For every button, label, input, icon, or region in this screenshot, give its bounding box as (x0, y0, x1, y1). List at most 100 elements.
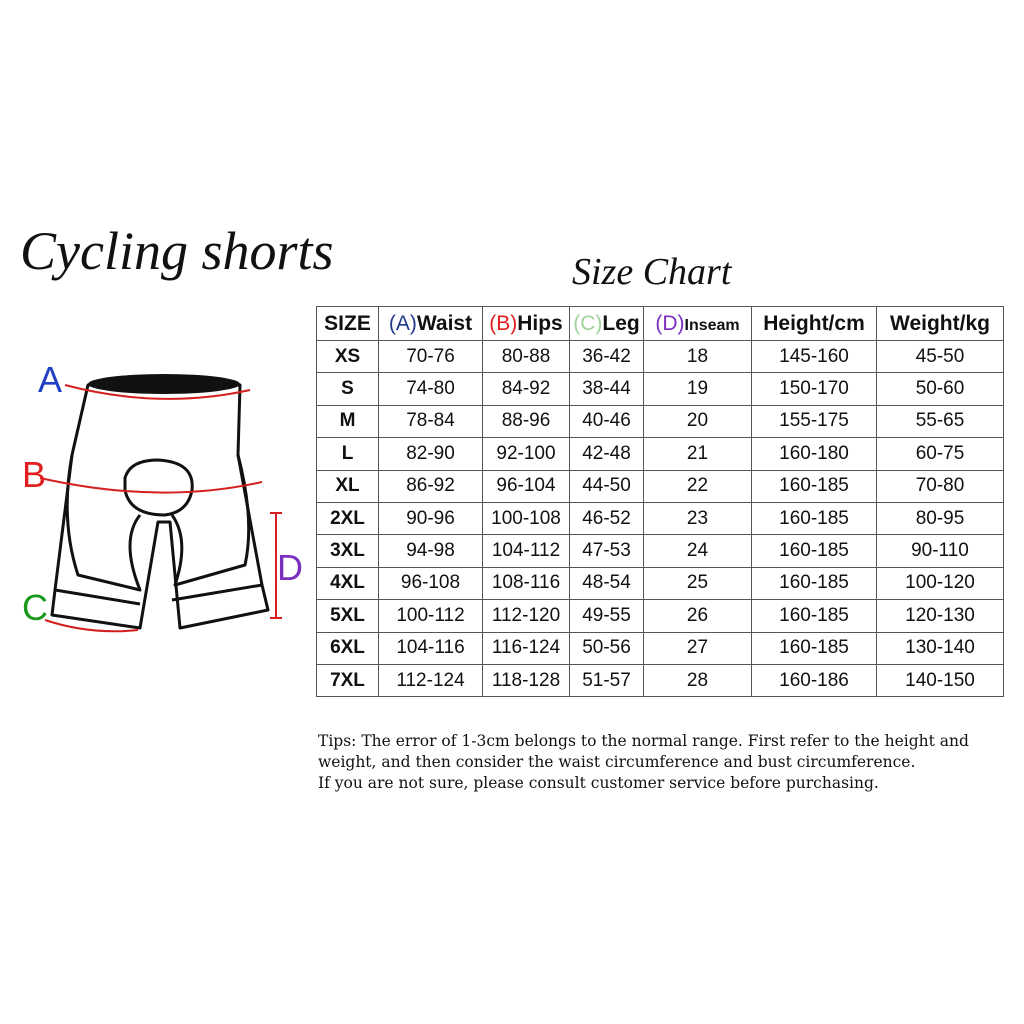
size-cell: S (316, 372, 379, 406)
value-cell: 96-104 (482, 469, 570, 503)
value-cell: 155-175 (751, 404, 877, 439)
table-header-row: SIZE (A)Waist (B)Hips (C)Leg (D)Inseam Height… (316, 306, 1004, 341)
column-label: Hips (517, 311, 563, 335)
value-cell: 90-110 (876, 534, 1004, 568)
size-cell: 3XL (316, 534, 379, 568)
value-cell: 96-108 (378, 566, 483, 601)
value-cell: 145-160 (751, 339, 877, 374)
size-cell: 7XL (316, 663, 379, 698)
column-prefix: (A) (388, 311, 417, 335)
value-cell: 44-50 (569, 469, 644, 503)
value-cell: 78-84 (378, 404, 483, 439)
table-row: 5XL 100-112 112-120 49-55 26 160-185 120-130 (316, 599, 1004, 633)
tips-line: Tips: The error of 1-3cm belongs to the … (318, 732, 969, 750)
value-cell: 80-95 (876, 501, 1004, 536)
value-cell: 50-60 (876, 372, 1004, 406)
table-row: M 78-84 88-96 40-46 20 155-175 55-65 (316, 404, 1004, 439)
value-cell: 21 (643, 437, 752, 471)
table-row: 2XL 90-96 100-108 46-52 23 160-185 80-95 (316, 501, 1004, 536)
column-header: Weight/kg (876, 306, 1004, 341)
size-cell: L (316, 437, 379, 471)
column-label: Inseam (684, 316, 740, 334)
value-cell: 45-50 (876, 339, 1004, 374)
value-cell: 18 (643, 339, 752, 374)
value-cell: 112-124 (378, 663, 483, 698)
value-cell: 23 (643, 501, 752, 536)
value-cell: 100-112 (378, 599, 483, 633)
value-cell: 82-90 (378, 437, 483, 471)
size-table: SIZE (A)Waist (B)Hips (C)Leg (D)Inseam Height… (316, 306, 1004, 698)
table-row: L 82-90 92-100 42-48 21 160-180 60-75 (316, 437, 1004, 471)
size-cell: 2XL (316, 501, 379, 536)
table-row: 7XL 112-124 118-128 51-57 28 160-186 140-150 (316, 663, 1004, 698)
value-cell: 160-185 (751, 599, 877, 633)
value-cell: 47-53 (569, 534, 644, 568)
value-cell: 70-80 (876, 469, 1004, 503)
tips-line: weight, and then consider the waist circ… (318, 753, 916, 771)
value-cell: 104-116 (378, 631, 483, 665)
column-header: (B)Hips (482, 306, 570, 341)
column-prefix: (C) (573, 311, 603, 335)
value-cell: 28 (643, 663, 752, 698)
size-cell: 4XL (316, 566, 379, 601)
value-cell: 116-124 (482, 631, 570, 665)
table-row: XS 70-76 80-88 36-42 18 145-160 45-50 (316, 339, 1004, 374)
value-cell: 80-88 (482, 339, 570, 374)
value-cell: 74-80 (378, 372, 483, 406)
page-title: Cycling shorts (20, 221, 334, 281)
column-label: Waist (416, 311, 473, 335)
column-header: (A)Waist (378, 306, 483, 341)
value-cell: 90-96 (378, 501, 483, 536)
value-cell: 48-54 (569, 566, 644, 601)
column-header: Height/cm (751, 306, 877, 341)
value-cell: 38-44 (569, 372, 644, 406)
label-b: B (22, 454, 46, 495)
table-row: 4XL 96-108 108-116 48-54 25 160-185 100-120 (316, 566, 1004, 601)
value-cell: 40-46 (569, 404, 644, 439)
value-cell: 60-75 (876, 437, 1004, 471)
table-row: 3XL 94-98 104-112 47-53 24 160-185 90-110 (316, 534, 1004, 568)
value-cell: 49-55 (569, 599, 644, 633)
tips-line: If you are not sure, please consult cust… (318, 774, 879, 792)
value-cell: 26 (643, 599, 752, 633)
value-cell: 86-92 (378, 469, 483, 503)
column-header: SIZE (316, 306, 379, 341)
value-cell: 22 (643, 469, 752, 503)
column-header: (C)Leg (569, 306, 644, 341)
table-row: XL 86-92 96-104 44-50 22 160-185 70-80 (316, 469, 1004, 503)
value-cell: 94-98 (378, 534, 483, 568)
value-cell: 160-185 (751, 501, 877, 536)
column-label: Leg (602, 311, 640, 335)
table-row: 6XL 104-116 116-124 50-56 27 160-185 130-140 (316, 631, 1004, 665)
value-cell: 70-76 (378, 339, 483, 374)
value-cell: 160-185 (751, 631, 877, 665)
size-cell: XS (316, 339, 379, 374)
table-row: S 74-80 84-92 38-44 19 150-170 50-60 (316, 372, 1004, 406)
value-cell: 120-130 (876, 599, 1004, 633)
value-cell: 25 (643, 566, 752, 601)
value-cell: 104-112 (482, 534, 570, 568)
value-cell: 46-52 (569, 501, 644, 536)
column-label: Weight/kg (890, 311, 990, 335)
column-prefix: (B) (489, 311, 518, 335)
value-cell: 160-185 (751, 534, 877, 568)
column-label: Height/cm (763, 311, 865, 335)
value-cell: 42-48 (569, 437, 644, 471)
value-cell: 36-42 (569, 339, 644, 374)
size-cell: 6XL (316, 631, 379, 665)
label-a: A (38, 359, 62, 400)
value-cell: 118-128 (482, 663, 570, 698)
value-cell: 150-170 (751, 372, 877, 406)
value-cell: 130-140 (876, 631, 1004, 665)
value-cell: 92-100 (482, 437, 570, 471)
value-cell: 20 (643, 404, 752, 439)
value-cell: 100-120 (876, 566, 1004, 601)
size-cell: XL (316, 469, 379, 503)
value-cell: 140-150 (876, 663, 1004, 698)
value-cell: 50-56 (569, 631, 644, 665)
value-cell: 160-186 (751, 663, 877, 698)
value-cell: 112-120 (482, 599, 570, 633)
value-cell: 24 (643, 534, 752, 568)
label-c: C (22, 587, 48, 628)
value-cell: 160-185 (751, 469, 877, 503)
